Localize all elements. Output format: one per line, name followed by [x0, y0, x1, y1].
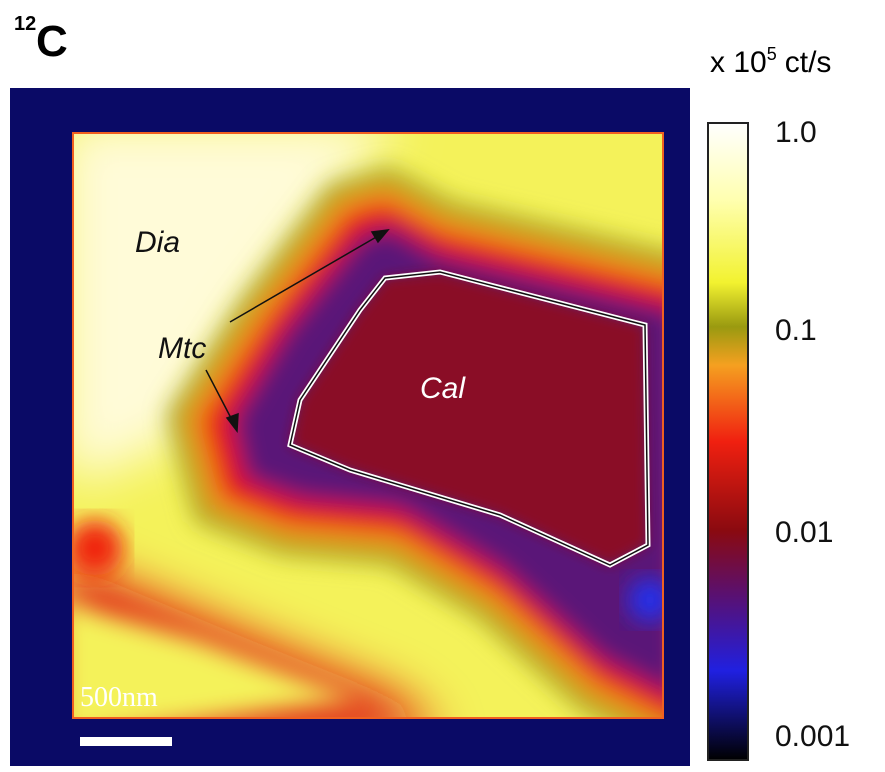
colorbar-tick-label: 1.0: [775, 116, 817, 149]
colorbar-tick-label: 0.001: [775, 720, 850, 753]
colorbar-tick-label: 0.1: [775, 314, 817, 347]
ion-image: [60, 120, 680, 740]
figure: 12 C Dia Mtc Cal 500nm x 105 ct/s 1.0 0.1…: [0, 0, 885, 772]
unit-suffix: ct/s: [785, 46, 832, 79]
isotope-element: C: [36, 17, 68, 66]
colorbar: [708, 123, 748, 760]
scale-bar: [80, 737, 172, 746]
scale-bar-label: 500nm: [80, 682, 158, 713]
isotope-mass: 12: [14, 13, 36, 35]
label-dia: Dia: [135, 226, 180, 259]
colorbar-tick-label: 0.01: [775, 516, 833, 549]
hotspot: [67, 520, 123, 576]
label-mtc: Mtc: [158, 332, 206, 365]
colorbar-unit: x 105 ct/s: [710, 44, 831, 79]
label-cal: Cal: [420, 372, 466, 405]
unit-exponent: 5: [767, 44, 777, 64]
unit-prefix: x 10: [710, 46, 767, 79]
